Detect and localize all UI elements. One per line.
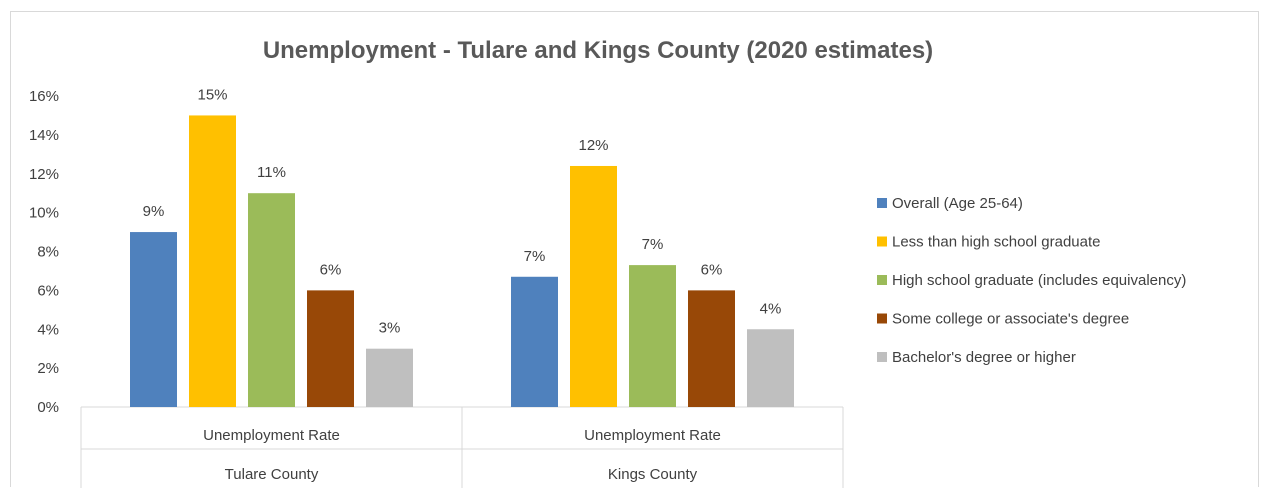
data-label: 4% — [760, 300, 782, 317]
bar — [570, 165, 617, 407]
legend-swatch — [877, 352, 887, 362]
bar — [688, 290, 735, 407]
legend-swatch — [877, 198, 887, 208]
legend-swatch — [877, 313, 887, 324]
data-label: 6% — [320, 261, 342, 278]
legend-label: High school graduate (includes equivalen… — [892, 272, 1186, 289]
y-tick-label: 6% — [37, 282, 59, 299]
legend: Overall (Age 25-64) Less than high school… — [877, 195, 1186, 366]
x-group-label: Tulare County — [225, 466, 319, 483]
legend-label: Some college or associate's degree — [892, 311, 1129, 328]
chart-title: Unemployment - Tulare and Kings County (… — [263, 37, 933, 64]
y-tick-label: 0% — [37, 399, 59, 416]
data-label: 3% — [379, 320, 401, 337]
bar — [366, 348, 413, 407]
legend-swatch — [877, 275, 887, 285]
data-label: 12% — [578, 137, 608, 154]
data-label: 7% — [524, 248, 546, 265]
bar — [248, 193, 295, 407]
data-label: 9% — [143, 203, 165, 220]
chart-area: Unemployment - Tulare and Kings County (… — [10, 11, 1259, 488]
data-labels: 9% 15% 11% 6% 3% 7% 12% 7% 6% 4% — [143, 86, 782, 336]
data-label: 6% — [701, 261, 723, 278]
axes: 0% 2% 4% 6% 8% 10% 12% 14% 16% Unemployment Rate T… — [29, 88, 844, 488]
legend-label: Bachelor's degree or higher — [892, 349, 1076, 366]
y-tick-label: 2% — [37, 360, 59, 377]
chart-canvas: Unemployment - Tulare and Kings County (… — [29, 37, 1186, 488]
data-label: 11% — [257, 164, 286, 181]
y-tick-label: 10% — [29, 205, 59, 222]
y-tick-label: 8% — [37, 244, 59, 261]
data-label: 15% — [197, 86, 227, 103]
bar — [747, 329, 794, 407]
legend-label: Overall (Age 25-64) — [892, 195, 1023, 212]
bar — [307, 290, 354, 407]
y-tick-label: 12% — [29, 166, 59, 183]
legend-swatch — [877, 236, 887, 247]
bar — [189, 115, 236, 407]
bar — [511, 276, 558, 407]
legend-label: Less than high school graduate — [892, 234, 1100, 251]
bars — [130, 115, 794, 407]
bar — [629, 265, 676, 407]
y-tick-label: 16% — [29, 88, 59, 105]
bar — [130, 232, 177, 407]
x-tick-label: Unemployment Rate — [584, 427, 721, 444]
x-tick-label: Unemployment Rate — [203, 427, 340, 444]
data-label: 7% — [642, 236, 664, 253]
y-tick-label: 14% — [29, 127, 59, 144]
x-group-label: Kings County — [608, 466, 698, 483]
y-tick-label: 4% — [37, 321, 59, 338]
